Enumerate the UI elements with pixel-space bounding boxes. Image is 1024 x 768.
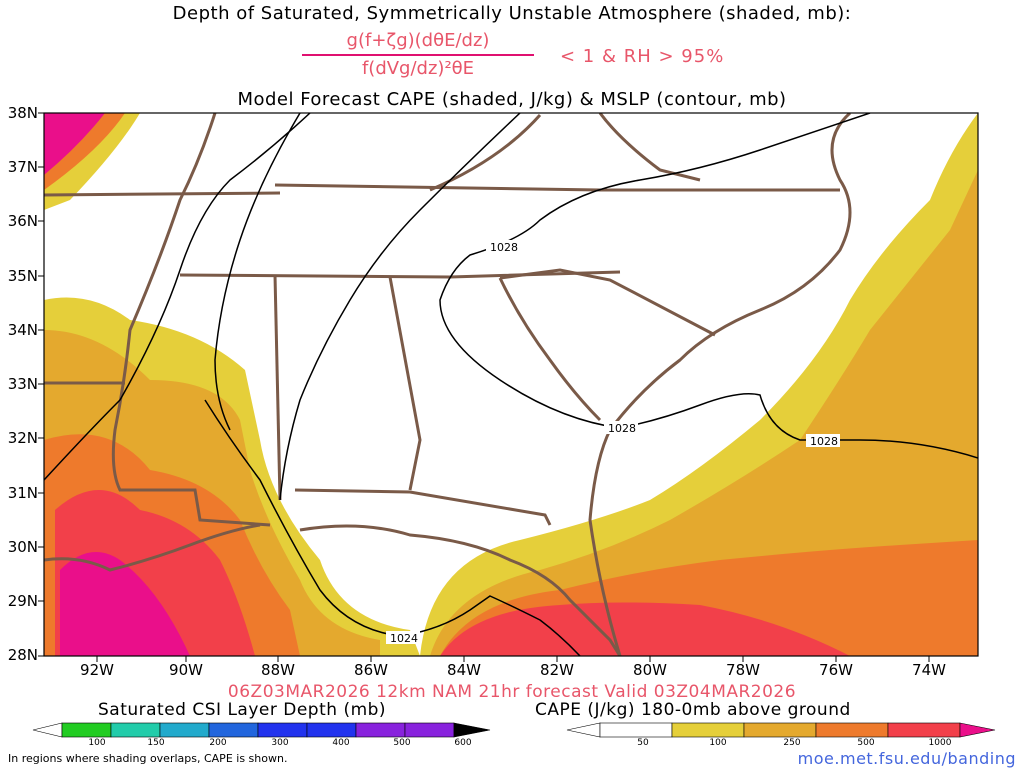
title-line-3: Model Forecast CAPE (shaded, J/kg) & MSL…: [237, 89, 787, 110]
cape-area-nw-core: [44, 113, 105, 175]
isobar-1024: [204, 399, 581, 656]
lon-label: 84W: [447, 661, 481, 679]
coast-gulf-fl: [299, 524, 622, 656]
forecast-valid-line: 06Z03MAR2026 12km NAM 21hr forecast Vali…: [227, 682, 797, 702]
border-ga-sc-river: [498, 277, 602, 422]
cape-colorbar: [566, 722, 996, 738]
stability-fraction: g(f+ζg)(dθE/dz) f(dVg/dz)²θE: [300, 28, 536, 82]
lat-label: 29N: [7, 592, 38, 610]
lat-label: 34N: [7, 321, 38, 339]
isobar-1028-east: [439, 113, 978, 459]
csi-colorbar: [32, 722, 491, 738]
border-fl-panhandle: [294, 488, 552, 526]
source-url: moe.met.fsu.edu/banding: [797, 749, 1016, 768]
lon-label: 80W: [633, 661, 667, 679]
border-sc-nc: [499, 268, 716, 337]
lat-label: 38N: [7, 104, 38, 122]
lat-label: 28N: [7, 646, 38, 664]
isobar-label: 1028: [608, 422, 636, 435]
cape-legend-label: 50: [637, 738, 649, 748]
cape-area-east-2: [430, 170, 978, 656]
isobar-label: 1028: [490, 241, 518, 254]
lon-label: 92W: [80, 661, 114, 679]
csi-legend-label: 500: [393, 738, 411, 748]
title-line-1: Depth of Saturated, Symmetrically Unstab…: [172, 3, 852, 24]
lat-label: 31N: [7, 484, 38, 502]
lon-label: 90W: [169, 661, 203, 679]
overlap-note: In regions where shading overlaps, CAPE …: [8, 752, 288, 765]
lat-ticks: [38, 112, 44, 657]
csi-legend-label: 200: [209, 738, 227, 748]
csi-legend-label: 300: [271, 738, 289, 748]
cape-area-east-4: [440, 602, 850, 656]
cape-legend-label: 100: [709, 738, 727, 748]
coast-gulf-la: [44, 523, 261, 572]
border-ms-al: [273, 274, 282, 501]
lat-label: 37N: [7, 158, 38, 176]
fraction-bar: [302, 54, 534, 56]
csi-legend-label: 600: [454, 738, 472, 748]
border-al-ga: [388, 276, 422, 491]
clear-land: [177, 113, 881, 560]
fraction-denominator: f(dVg/dz)²θE: [361, 58, 475, 79]
csi-legend-title: Saturated CSI Layer Depth (mb): [98, 700, 387, 720]
lon-label: 82W: [540, 661, 574, 679]
lon-label: 78W: [726, 661, 760, 679]
lon-label: 76W: [819, 661, 853, 679]
lon-label: 86W: [354, 661, 388, 679]
csi-legend-label: 150: [147, 738, 165, 748]
cape-area-west-5: [60, 552, 190, 656]
lon-ticks: [96, 656, 930, 662]
border-va-nc-mtn: [598, 113, 701, 182]
csi-legend-label: 100: [88, 738, 106, 748]
border-va-wv: [429, 114, 542, 192]
isobar-label: 1028: [810, 435, 838, 448]
lon-label: 74W: [912, 661, 946, 679]
cape-shading: [44, 113, 978, 656]
cape-legend-label: 250: [783, 738, 801, 748]
coast-atlantic: [588, 113, 852, 656]
lon-label: 88W: [261, 661, 295, 679]
lat-label: 30N: [7, 538, 38, 556]
lat-label: 33N: [7, 375, 38, 393]
isobar-label-group: 1028 1028 1028 1024: [386, 240, 840, 645]
border-36-5n: [44, 191, 281, 197]
csi-legend-label: 400: [332, 738, 350, 748]
isobar-1028-west: [44, 113, 311, 481]
title-condition: < 1 & RH > 95%: [560, 46, 725, 67]
cape-legend-label: 500: [857, 738, 875, 748]
fraction-numerator: g(f+ζg)(dθE/dz): [346, 30, 490, 51]
border-mississippi-river: [111, 113, 271, 527]
cape-legend-title: CAPE (J/kg) 180-0mb above ground: [535, 700, 851, 720]
isobar-label: 1024: [390, 632, 418, 645]
isobars: [44, 113, 978, 656]
lat-label: 32N: [7, 429, 38, 447]
cape-legend-label: 1000: [928, 738, 952, 748]
isobar-west-branch: [214, 113, 301, 431]
isobar-ridge: [279, 113, 521, 501]
lat-label: 35N: [7, 267, 38, 285]
lat-label: 36N: [7, 212, 38, 230]
